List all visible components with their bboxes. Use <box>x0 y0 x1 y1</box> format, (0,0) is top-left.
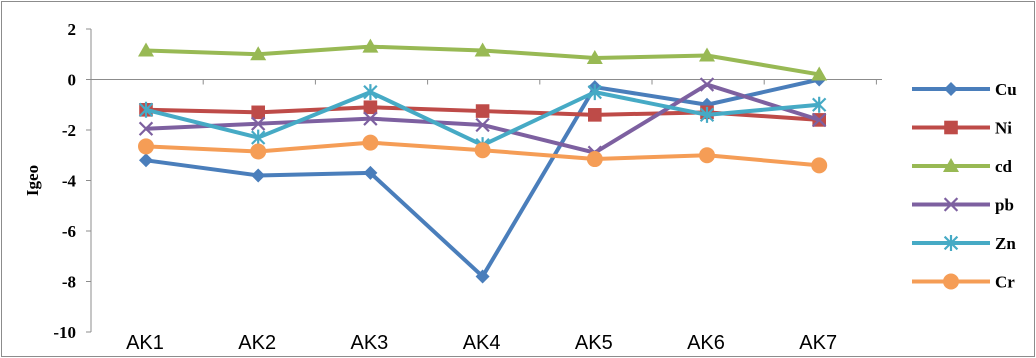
data-point <box>363 84 378 101</box>
data-point <box>475 117 490 133</box>
data-point <box>251 168 266 183</box>
y-tick-label: 2 <box>68 20 77 39</box>
data-point <box>943 158 959 172</box>
data-point <box>475 269 490 284</box>
data-point <box>362 38 379 53</box>
data-point <box>250 143 267 160</box>
x-tick-label: AK2 <box>238 332 276 354</box>
data-point <box>138 121 154 136</box>
data-point <box>251 116 266 131</box>
data-point <box>362 134 379 151</box>
y-tick-label: -6 <box>62 222 76 241</box>
data-point <box>943 197 959 212</box>
data-point <box>251 129 266 146</box>
data-point <box>812 96 827 113</box>
data-point <box>475 104 490 118</box>
data-point <box>363 111 378 126</box>
x-tick-label: AK1 <box>126 332 164 354</box>
data-point <box>139 153 153 168</box>
y-tick-label: 0 <box>68 71 77 90</box>
data-point <box>251 105 265 120</box>
data-point <box>943 235 959 251</box>
data-point <box>474 142 491 159</box>
data-point <box>363 165 378 180</box>
y-axis-title: Igeo <box>23 165 42 196</box>
data-point <box>588 108 602 122</box>
data-point <box>699 106 715 123</box>
legend-label: Ni <box>995 119 1012 138</box>
x-tick-label: AK5 <box>575 332 613 354</box>
y-tick-label: -2 <box>62 121 76 140</box>
data-point <box>138 101 154 118</box>
legend-label: Cu <box>995 80 1017 99</box>
data-point <box>944 82 958 96</box>
x-tick-label: AK3 <box>350 332 388 354</box>
data-point <box>138 42 154 57</box>
legend-label: cd <box>995 157 1013 176</box>
data-point <box>699 147 715 164</box>
x-tick-label: AK7 <box>799 332 837 354</box>
legend-label: Zn <box>995 234 1016 253</box>
data-point <box>699 77 715 92</box>
data-point <box>138 138 154 155</box>
data-point <box>586 50 603 65</box>
y-tick-label: -4 <box>62 172 77 191</box>
data-point <box>363 100 378 115</box>
y-tick-label: -10 <box>53 323 76 342</box>
data-point <box>587 84 602 101</box>
data-point <box>943 273 959 290</box>
y-tick-label: -8 <box>62 273 76 292</box>
data-point <box>250 46 267 61</box>
x-tick-label: AK4 <box>463 332 501 354</box>
data-point <box>811 157 828 174</box>
legend-label: Cr <box>995 273 1015 292</box>
data-point <box>474 42 491 57</box>
data-point <box>812 112 827 128</box>
data-point <box>944 120 958 135</box>
data-point <box>586 151 603 168</box>
x-tick-label: AK6 <box>687 332 725 354</box>
legend-label: pb <box>995 196 1014 215</box>
data-point <box>699 47 715 62</box>
data-point <box>811 66 828 81</box>
